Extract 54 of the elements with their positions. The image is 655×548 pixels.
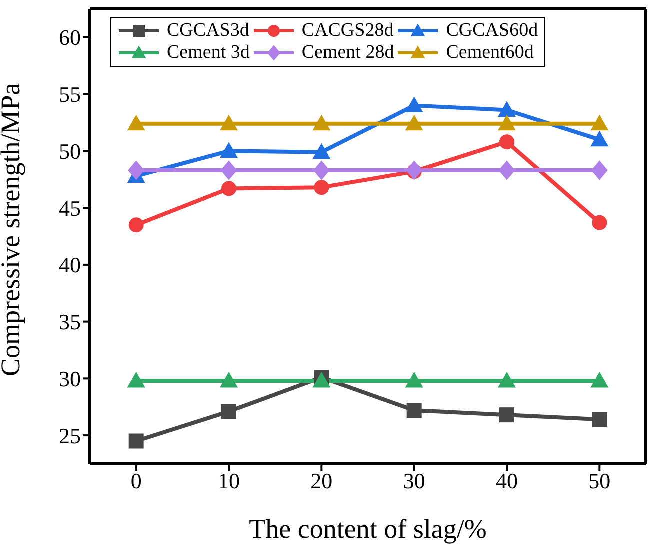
legend-label: Cement 28d [302, 42, 394, 64]
point [405, 96, 424, 112]
y-tick-label: 35 [59, 310, 81, 335]
point [591, 160, 608, 180]
point [592, 412, 608, 428]
point [222, 181, 236, 196]
point [498, 114, 516, 131]
y-tick-label: 25 [59, 423, 81, 448]
point [406, 403, 422, 418]
legend-label: CACGS28d [302, 20, 394, 42]
y-tick-label: 50 [59, 138, 81, 164]
x-axis-title: The content of slag/% [249, 514, 487, 544]
y-tick-label: 55 [59, 82, 81, 108]
point [500, 408, 514, 423]
x-tick-label: 20 [310, 468, 333, 494]
legend-label: Cement 3d [167, 42, 250, 64]
point [498, 372, 516, 388]
point [590, 372, 609, 388]
point [590, 114, 609, 131]
point [314, 180, 330, 196]
point [312, 114, 331, 131]
point [128, 218, 144, 233]
x-tick-label: 10 [218, 468, 240, 494]
point [220, 372, 238, 388]
y-tick-label: 30 [59, 366, 81, 392]
point [313, 160, 330, 180]
point [500, 134, 514, 150]
point [498, 160, 516, 180]
point [405, 114, 424, 131]
x-tick-label: 30 [403, 468, 426, 494]
y-tick-label: 40 [59, 252, 81, 278]
point [220, 160, 238, 180]
point [590, 130, 609, 147]
legend-label: CGCAS3d [167, 20, 250, 42]
point [127, 114, 146, 131]
point [128, 160, 145, 180]
point [220, 114, 238, 131]
y-tick-label: 45 [59, 196, 81, 221]
point [127, 372, 146, 388]
point [220, 142, 238, 158]
point [405, 372, 424, 388]
x-tick-label: 40 [496, 468, 518, 494]
point [592, 215, 608, 230]
legend-label: Cement60d [446, 42, 534, 64]
point [312, 143, 331, 160]
y-axis-title: Compressive strength/MPa [0, 83, 26, 376]
x-tick-label: 0 [130, 468, 142, 494]
y-tick-label: 60 [59, 25, 81, 50]
point [128, 434, 144, 449]
point [498, 101, 516, 117]
point [222, 404, 236, 420]
legend-label: CGCAS60d [446, 20, 538, 42]
point [406, 160, 423, 180]
x-tick-label: 50 [588, 468, 611, 494]
